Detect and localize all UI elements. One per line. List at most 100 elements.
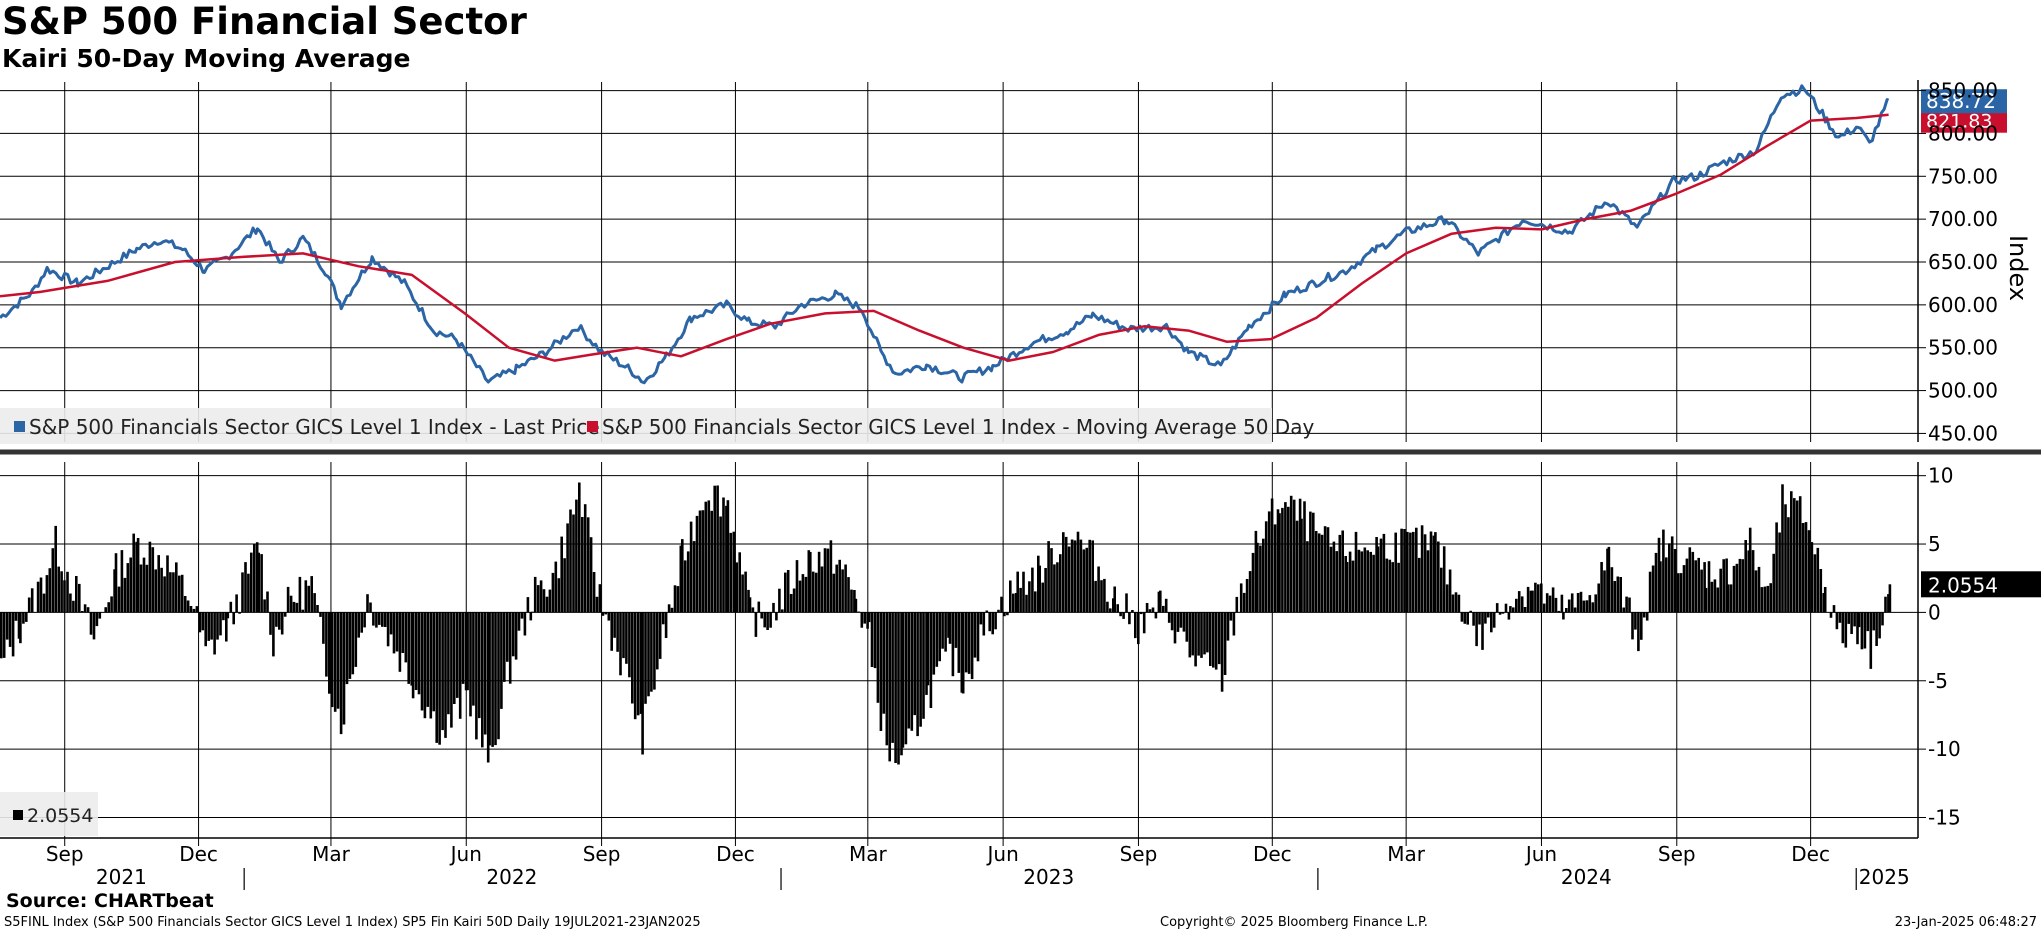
kairi-bar <box>888 612 891 762</box>
kairi-bar <box>126 563 130 613</box>
kairi-bar <box>22 612 25 624</box>
kairi-bar <box>475 612 478 740</box>
kairi-bar <box>820 566 824 613</box>
price-ytick-label: 650.00 <box>1928 250 1998 274</box>
kairi-bar <box>1317 533 1321 613</box>
kairi-bar <box>1778 532 1781 613</box>
kairi-bar <box>1504 603 1508 613</box>
kairi-bar <box>1613 581 1617 613</box>
kairi-bar <box>1375 537 1378 613</box>
kairi-bar <box>129 557 132 613</box>
kairi-bar <box>729 532 733 613</box>
kairi-bar <box>238 612 241 614</box>
kairi-bar <box>517 612 521 631</box>
kairi-bar <box>639 612 643 714</box>
kairi-bar <box>201 612 205 631</box>
kairi-bar <box>1579 591 1583 613</box>
kairi-bar <box>870 612 874 667</box>
kairi-bar <box>1844 612 1848 648</box>
kairi-bar <box>1366 550 1369 613</box>
kairi-bar <box>1417 557 1421 613</box>
kairi-bar <box>1853 612 1856 627</box>
kairi-bar <box>1094 580 1097 613</box>
kairi-bar <box>1259 545 1262 613</box>
kairi-bar <box>922 612 925 719</box>
kairi-bar <box>372 612 375 626</box>
kairi-bar <box>420 612 424 711</box>
kairi-bar <box>817 551 821 613</box>
kairi-bar <box>1501 612 1505 614</box>
kairi-bar <box>1173 612 1177 644</box>
kairi-bar <box>145 564 149 613</box>
x-month-label: Mar <box>1387 842 1426 866</box>
kairi-bar <box>435 612 438 743</box>
footer-copyright: Copyright© 2025 Bloomberg Finance L.P. <box>1160 915 1428 930</box>
kairi-bar <box>725 505 728 613</box>
kairi-bar <box>183 596 187 613</box>
kairi-bar <box>154 569 157 613</box>
kairi-bar <box>1206 612 1209 653</box>
kairi-bar <box>1113 586 1116 613</box>
kairi-bar <box>30 588 34 613</box>
kairi-bar <box>1429 531 1433 613</box>
kairi-bar <box>722 497 725 613</box>
kairi-bar <box>1119 612 1122 617</box>
kairi-bar <box>283 612 287 617</box>
kairi-bar <box>198 612 202 633</box>
kairi-bar <box>1801 523 1805 613</box>
kairi-bar <box>1006 612 1009 616</box>
kairi-bar <box>235 594 238 613</box>
kairi-bar <box>1053 564 1056 613</box>
kairi-bar <box>386 612 390 647</box>
x-month-label: Mar <box>849 842 888 866</box>
kairi-bar <box>1320 534 1324 613</box>
kairi-bar <box>1542 603 1546 613</box>
kairi-bar <box>583 504 587 613</box>
kairi-bar <box>1548 595 1552 613</box>
kairi-bar <box>172 572 175 613</box>
kairi-bar <box>464 612 468 691</box>
kairi-bar <box>536 585 540 613</box>
kairi-bar <box>506 612 509 662</box>
kairi-bar <box>876 612 880 703</box>
kairi-bar <box>647 612 650 697</box>
kairi-bar <box>948 612 952 644</box>
kairi-bar <box>1103 578 1106 613</box>
kairi-bar <box>2 612 6 658</box>
kairi-bar <box>1832 605 1836 613</box>
kairi-bar <box>1545 593 1549 613</box>
kairi-bar <box>1665 557 1668 613</box>
kairi-bar <box>1442 546 1446 613</box>
price-ytick-label: 750.00 <box>1928 164 1998 188</box>
kairi-bar <box>1423 534 1427 613</box>
kairi-bar <box>1654 552 1658 613</box>
kairi-bar <box>1014 593 1018 613</box>
kairi-bar <box>1754 570 1758 613</box>
kairi-bar <box>1492 612 1496 628</box>
kairi-bar <box>1790 491 1793 613</box>
kairi-bar <box>1037 555 1040 613</box>
kairi-bar <box>1640 612 1643 640</box>
kairi-bar <box>95 612 99 627</box>
kairi-bar <box>823 548 827 613</box>
kairi-bar <box>707 500 711 613</box>
kairi-bar <box>60 571 63 613</box>
kairi-bar <box>1478 612 1481 625</box>
kairi-bar <box>1610 567 1614 613</box>
x-month-label: Dec <box>1791 842 1830 866</box>
kairi-bar <box>1763 586 1767 613</box>
kairi-bar <box>160 567 163 613</box>
kairi-bar <box>1295 520 1299 613</box>
kairi-bar <box>66 571 69 613</box>
kairi-bar <box>1157 591 1161 613</box>
kairi-bar <box>882 612 886 714</box>
kairi-bar <box>1159 590 1162 613</box>
kairi-bar <box>1472 612 1475 626</box>
kairi-bar <box>1284 502 1287 613</box>
kairi-bar <box>1775 522 1778 613</box>
price-legend-box <box>0 408 1272 444</box>
kairi-bar <box>1741 559 1745 613</box>
kairi-bar <box>232 612 235 625</box>
kairi-bar <box>1657 537 1661 613</box>
axes: 450.00 500.00 550.00 600.00 650.00 700.00 750.… <box>0 79 2041 890</box>
